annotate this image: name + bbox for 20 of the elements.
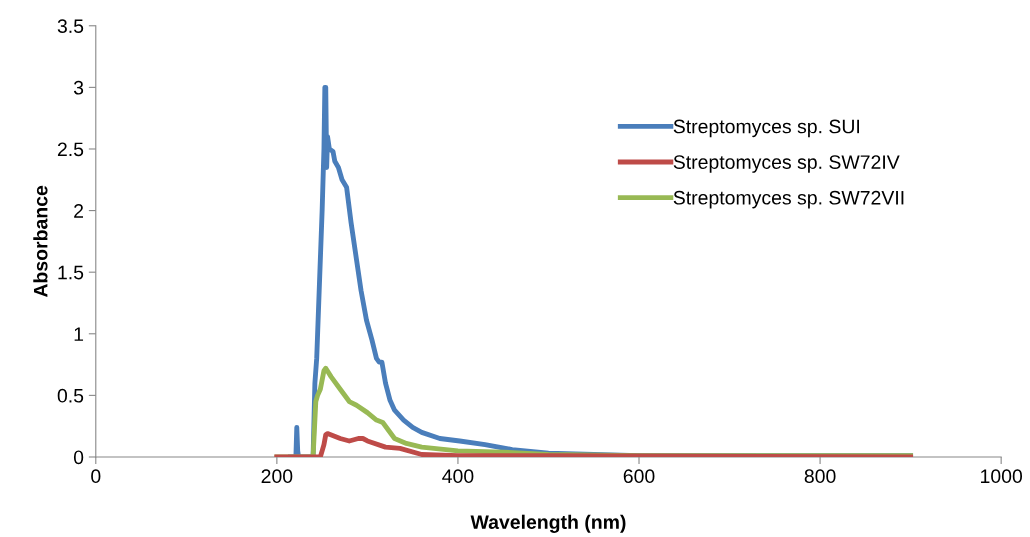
y-axis-title: Absorbance [33,185,48,298]
legend-label: Streptomyces sp. SW72IV [673,155,900,173]
x-tick-label: 1000 [981,469,1023,484]
legend-label: Streptomyces sp. SUI [673,119,860,138]
y-tick-label: 3.5 [57,19,84,34]
y-tick-label: 1.5 [58,265,84,280]
y-tick-label: 0 [73,450,84,465]
y-tick-label: 0.5 [57,388,84,403]
legend-label: Streptomyces sp. SW72VII [673,190,904,209]
x-tick-label: 200 [261,469,293,484]
y-tick-label: 1 [74,327,84,341]
y-tick-label: 2 [74,204,84,218]
x-tick-label: 0 [91,469,101,484]
x-tick-label: 800 [804,469,836,484]
y-tick-label: 3 [73,80,84,95]
x-tick-label: 400 [442,469,474,484]
x-tick-label: 600 [623,469,655,484]
line-series [274,431,914,457]
x-axis-title: Wavelength (nm) [470,514,626,533]
y-tick-label: 2.5 [57,142,84,157]
